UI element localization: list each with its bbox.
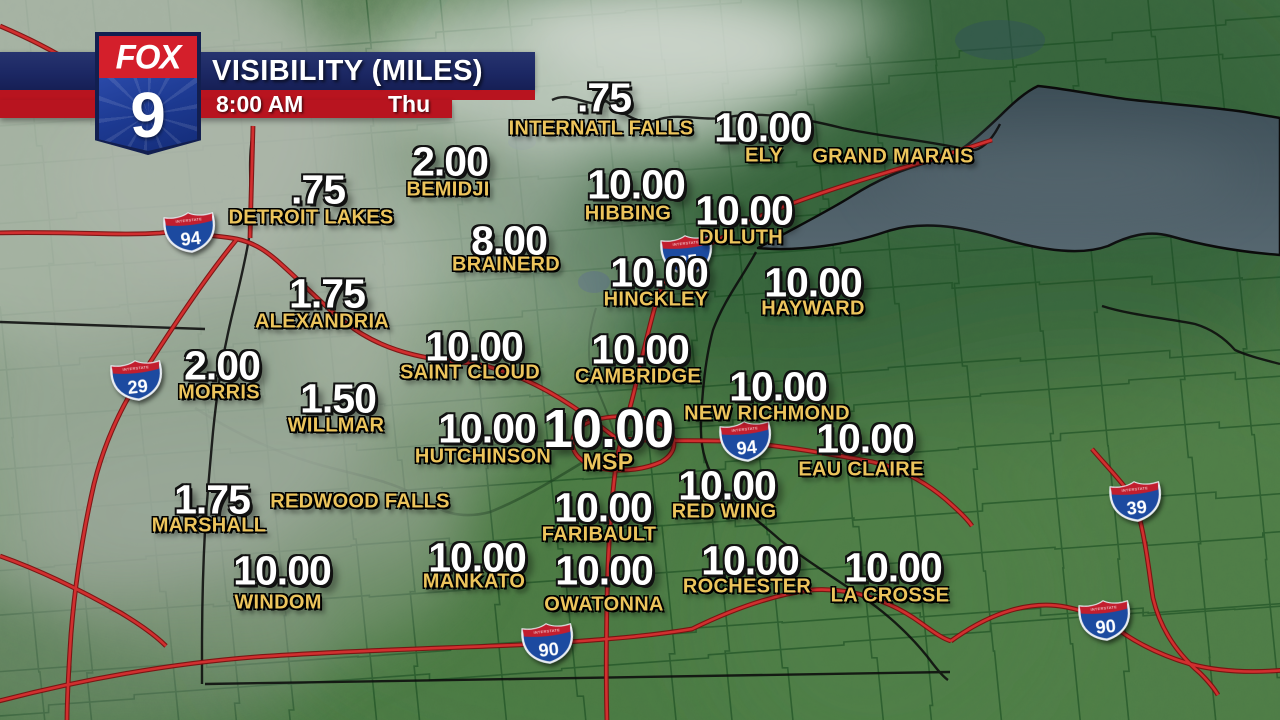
city-label-ely: ELY [745,144,783,167]
interstate-90-shield: INTERSTATE 90 [1076,595,1134,644]
city-label-hayward: HAYWARD [761,297,865,320]
svg-text:INTERSTATE: INTERSTATE [731,426,758,433]
visibility-value-rochester: 10.00 [701,537,800,584]
visibility-value-hibbing: 10.00 [587,161,686,208]
visibility-value-internatl-falls: .75 [577,74,632,121]
visibility-value-faribault: 10.00 [554,484,653,531]
svg-text:39: 39 [1126,497,1148,519]
page-title: VISIBILITY (MILES) [212,55,484,87]
svg-text:INTERSTATE: INTERSTATE [122,365,149,372]
channel-number: 9 [130,78,166,151]
city-label-detroit-lakes: DETROIT LAKES [228,206,394,229]
visibility-value-detroit-lakes: .75 [291,166,346,213]
city-label-hinckley: HINCKLEY [603,288,709,311]
fox-wordmark: FOX [115,37,182,76]
title-bar-red-strip [0,90,535,100]
city-label-willmar: WILLMAR [287,414,385,437]
interstate-90-shield: INTERSTATE 90 [519,618,577,667]
svg-text:INTERSTATE: INTERSTATE [672,240,699,247]
visibility-value-windom: 10.00 [233,547,332,594]
svg-text:INTERSTATE: INTERSTATE [175,217,202,224]
svg-text:29: 29 [127,376,149,398]
svg-text:90: 90 [1095,616,1117,638]
visibility-value-duluth: 10.00 [695,187,794,234]
city-label-grand-marais: GRAND MARAIS [812,145,974,168]
city-label-duluth: DULUTH [698,226,784,249]
city-label-eau-claire: EAU CLAIRE [798,458,924,481]
interstate-94-shield: INTERSTATE 94 [717,416,775,465]
visibility-value-owatonna: 10.00 [555,547,654,594]
visibility-value-hutchinson: 10.00 [438,405,537,452]
visibility-value-hayward: 10.00 [764,259,863,306]
svg-text:INTERSTATE: INTERSTATE [1090,605,1117,612]
city-label-la-crosse: LA CROSSE [830,584,950,607]
interstate-39-shield: INTERSTATE 39 [1107,476,1165,525]
visibility-value-hinckley: 10.00 [610,249,709,296]
lake-superior [756,84,1280,257]
visibility-value-bemidji: 2.00 [412,138,489,185]
city-label-owatonna: OWATONNA [544,593,664,616]
visibility-value-cambridge: 10.00 [591,326,690,373]
city-label-alexandria: ALEXANDRIA [254,310,390,333]
svg-text:INTERSTATE: INTERSTATE [1121,486,1148,493]
city-label-hutchinson: HUTCHINSON [414,445,552,468]
visibility-value-msp: 10.00 [542,399,674,459]
timestamp: 8:00 AM [216,91,304,117]
visibility-value-mankato: 10.00 [428,534,527,581]
svg-text:94: 94 [180,228,202,250]
city-label-cambridge: CAMBRIDGE [574,365,702,388]
city-label-marshall: MARSHALL [151,514,267,537]
city-label-saint-cloud: SAINT CLOUD [400,361,540,384]
visibility-value-ely: 10.00 [714,104,813,151]
visibility-value-willmar: 1.50 [300,375,377,422]
visibility-value-new-richmond: 10.00 [729,363,828,410]
fox-wordmark-box: FOX [99,36,197,78]
day-label: Thu [388,91,431,117]
city-label-bemidji: BEMIDJI [406,178,490,201]
visibility-value-brainerd: 8.00 [471,217,548,264]
visibility-value-eau-claire: 10.00 [816,415,915,462]
city-label-hibbing: HIBBING [584,202,672,225]
city-label-internatl-falls: INTERNATL FALLS [508,117,694,140]
city-label-faribault: FARIBAULT [541,523,657,546]
visibility-value-red-wing: 10.00 [678,462,777,509]
visibility-value-saint-cloud: 10.00 [425,323,524,370]
svg-text:90: 90 [538,639,560,661]
visibility-value-morris: 2.00 [184,342,261,389]
time-row: 8:00 AM Thu [0,90,452,118]
city-label-brainerd: BRAINERD [452,253,560,276]
interstate-29-shield: INTERSTATE 29 [108,355,166,404]
visibility-value-marshall: 1.75 [174,476,251,523]
visibility-value-la-crosse: 10.00 [844,544,943,591]
title-bar [0,52,535,90]
interstate-35-shield: INTERSTATE 35 [658,230,716,279]
city-label-new-richmond: NEW RICHMOND [684,402,850,425]
interstate-94-shield: INTERSTATE 94 [161,207,219,256]
svg-text:INTERSTATE: INTERSTATE [533,628,560,635]
city-label-red-wing: RED WING [671,500,777,523]
city-label-windom: WINDOM [234,591,322,614]
city-label-morris: MORRIS [178,381,260,404]
svg-text:94: 94 [736,437,758,459]
fox9-logo: FOX 9 [95,32,201,155]
channel-number-box: 9 [99,78,197,151]
city-label-msp: MSP [582,448,634,475]
city-label-redwood-falls: REDWOOD FALLS [270,490,450,513]
city-label-mankato: MANKATO [422,570,526,593]
svg-text:35: 35 [677,251,699,273]
city-label-rochester: ROCHESTER [682,575,812,598]
visibility-value-alexandria: 1.75 [289,270,366,317]
